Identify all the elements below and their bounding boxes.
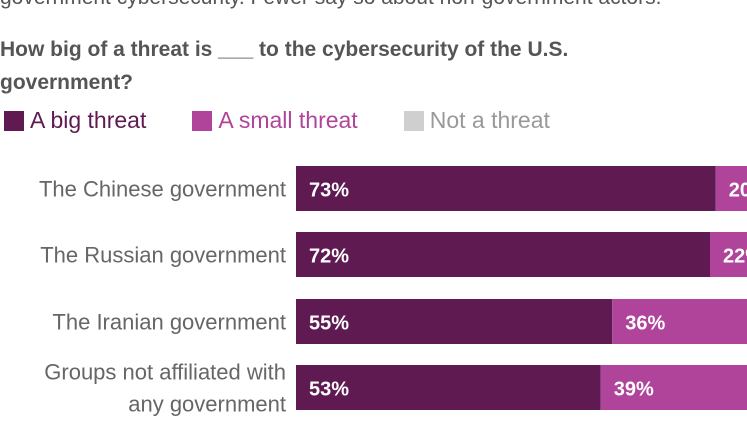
bar-segment-a-small-threat (612, 299, 747, 344)
legend-label-small-threat: A small threat (218, 107, 358, 133)
legend-label-not-a-threat: Not a threat (429, 107, 550, 133)
legend-item-small-threat: A small threat (192, 107, 358, 134)
bar-segment-a-big-threat (296, 166, 716, 211)
bar-segment-a-big-threat (296, 299, 613, 344)
data-label: 39% (614, 379, 654, 401)
data-label: 72% (309, 246, 349, 268)
data-label: 55% (309, 313, 349, 335)
legend-swatch-not-a-threat (403, 110, 424, 131)
chart-title: How big of a threat is ___ to the cybers… (0, 38, 569, 94)
data-label: 73% (309, 180, 349, 202)
legend: A big threat A small threat Not a threat (4, 107, 596, 134)
legend-item-not-a-threat: Not a threat (403, 107, 550, 134)
legend-label-big-threat: A big threat (30, 107, 147, 133)
intro-text: government cybersecurity. Fewer say so a… (0, 0, 661, 10)
category-label: Groups not affiliated with (44, 360, 286, 385)
bar-segment-a-big-threat (296, 232, 710, 277)
bar-segment-a-small-threat (600, 365, 747, 410)
data-label: 53% (309, 379, 349, 401)
data-label: 36% (625, 313, 665, 335)
legend-swatch-small-threat (192, 110, 213, 131)
data-label: 20% (729, 180, 747, 202)
category-label: The Iranian government (52, 310, 286, 335)
category-label: The Russian government (40, 243, 286, 268)
legend-item-big-threat: A big threat (4, 107, 146, 134)
bar-segment-a-small-threat (710, 232, 747, 277)
bar-segment-a-big-threat (296, 365, 601, 410)
category-label: any government (128, 392, 286, 417)
bar-segment-a-small-threat (715, 166, 747, 211)
category-label: The Chinese government (39, 177, 286, 202)
data-label: 22% (723, 246, 747, 268)
legend-swatch-big-threat (4, 110, 24, 131)
